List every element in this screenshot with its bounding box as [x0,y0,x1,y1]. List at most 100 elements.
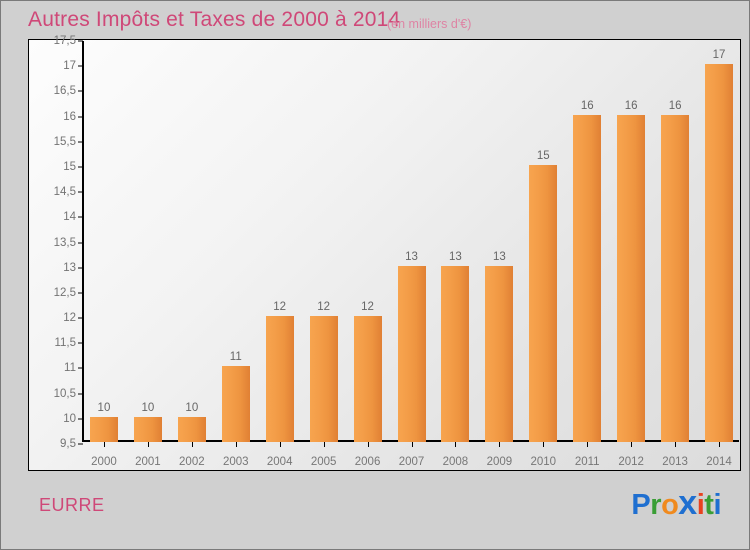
bar-2009[interactable]: 13 [485,251,514,442]
y-axis-tick-mark [78,65,83,67]
x-axis-tick-label: 2011 [574,456,600,468]
y-axis-tick-label: 10 [63,412,76,425]
y-axis-tick-mark [78,242,83,243]
y-axis-tick-label: 11 [64,362,76,375]
logo-letter: i [696,489,705,521]
x-axis-tick-label: 2014 [706,456,732,468]
bar-2010[interactable]: 15 [529,150,558,442]
bar-value-label: 10 [97,401,111,414]
x-axis-tick-label: 2000 [91,456,117,468]
x-axis-tick-mark [455,442,457,447]
bar-2001[interactable]: 10 [133,402,162,442]
y-axis-tick-mark [78,443,83,445]
page-title: Autres Impôts et Taxes de 2000 à 2014 [28,8,401,31]
chart-subtitle: (en milliers d'€) [387,17,472,31]
y-axis-tick-mark [78,292,83,294]
bar-value-label: 16 [624,99,638,112]
x-axis-tick-mark [367,442,369,447]
bar-value-label: 12 [361,301,374,314]
bar-2011[interactable]: 16 [573,100,602,442]
bar-value-label: 13 [449,250,462,263]
x-axis-tick-label: 2003 [222,456,249,468]
y-axis-tick-label: 10,5 [53,387,76,400]
bar-value-label: 16 [580,99,594,112]
bar-2006[interactable]: 12 [353,301,382,442]
x-axis-tick-mark [411,442,413,447]
y-axis-tick-mark [78,367,83,369]
bar-value-label: 17 [712,49,726,62]
x-axis-tick-mark [279,442,281,447]
plot-area: 9,5 10 10,5 11 11,5 12 12,5 13 13,5 14 14,5 15 15,5 1… [54,35,739,468]
x-axis-tick-label: 2002 [179,456,205,468]
y-axis-tick-mark [78,342,83,344]
y-axis-tick-label: 17 [63,60,76,73]
y-axis-tick-mark [78,90,83,92]
bar-value-label: 11 [229,351,242,364]
x-axis-tick-mark [323,442,325,447]
bar-2005[interactable]: 12 [309,301,338,442]
bar-2012[interactable]: 16 [617,100,646,442]
y-axis-tick-label: 12 [63,312,76,325]
x-axis-tick-label: 2001 [135,456,161,468]
x-axis-tick-label: 2006 [354,456,381,468]
x-axis-tick-mark [719,442,721,447]
y-axis-tick-mark [78,141,83,143]
bar-2002[interactable]: 10 [177,402,206,442]
y-axis-tick-mark [78,166,83,168]
proxiti-logo[interactable]: Proxiti [631,484,721,523]
logo-letter: o [661,489,679,521]
y-axis-tick-label: 11,5 [54,337,76,350]
y-axis-tick-label: 17,5 [53,35,76,47]
x-axis-tick-mark [103,442,105,447]
region-label: EURRE [39,495,105,515]
y-axis-tick-mark [78,40,83,42]
bar-value-label: 10 [141,401,155,414]
logo-letter: i [713,489,721,521]
y-axis-tick-mark [78,317,83,319]
y-axis-tick-label: 16 [63,110,76,123]
x-axis-tick-mark [631,442,633,447]
bar-value-label: 16 [668,99,682,112]
x-axis-tick-label: 2004 [266,456,293,468]
x-axis-tick-label: 2013 [662,456,688,468]
x-axis-tick-label: 2008 [442,456,469,468]
bar-2004[interactable]: 12 [265,301,294,442]
chart-footer: EURRE Proxiti [1,472,749,549]
y-axis-tick-mark [78,191,83,193]
y-axis-tick-label: 14 [63,211,76,224]
x-axis-tick-label: 2009 [486,456,513,468]
x-axis-tick-mark [499,442,501,447]
logo-letter: t [704,489,714,521]
bar-2013[interactable]: 16 [661,100,690,442]
bar-2003[interactable]: 11 [221,351,250,442]
y-axis-tick-mark [78,418,83,420]
y-axis-tick-label: 9,5 [60,438,76,450]
bar-value-label: 12 [317,301,331,314]
bar-2014[interactable]: 17 [705,49,734,442]
y-axis-tick-label: 15 [63,160,76,173]
y-axis-tick-label: 13,5 [53,236,76,249]
bar-value-label: 12 [273,301,287,314]
y-axis-tick-mark [78,393,83,395]
y-axis-tick-mark [78,116,83,118]
bar-2008[interactable]: 13 [441,251,470,442]
logo-letter: P [631,489,651,521]
bar-2000[interactable]: 10 [89,402,118,442]
x-axis-tick-mark [147,442,149,447]
y-axis-tick-label: 13 [63,261,76,274]
y-axis-tick-mark [78,216,83,218]
y-axis-tick-label: 15,5 [53,135,76,148]
x-axis-tick-mark [587,442,589,447]
y-axis-tick-mark [78,267,83,269]
x-axis-tick-label: 2012 [618,456,644,468]
x-axis-tick-mark [543,442,545,447]
bar-value-label: 13 [492,250,506,263]
bar-2007[interactable]: 13 [397,251,426,442]
x-axis-tick-mark [191,442,193,447]
y-axis-line [82,41,84,442]
logo-letter: r [650,489,662,521]
y-axis-tick-label: 14,5 [53,186,76,199]
bar-value-label: 10 [185,401,199,414]
x-axis-tick-label: 2010 [530,456,557,468]
